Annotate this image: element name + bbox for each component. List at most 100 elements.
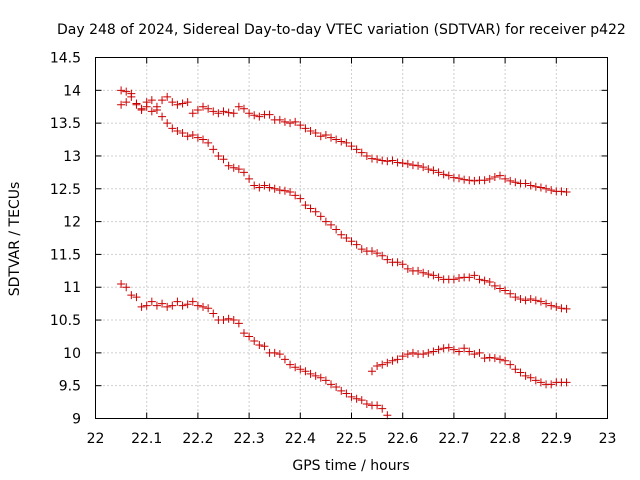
- data-point: [408, 348, 417, 357]
- data-point: [224, 108, 233, 117]
- data-point: [275, 350, 284, 359]
- data-point: [490, 172, 499, 181]
- data-point: [321, 130, 330, 139]
- data-point: [434, 345, 443, 354]
- data-point: [265, 183, 274, 192]
- x-tick-label: 22.8: [490, 431, 521, 447]
- data-point: [234, 165, 243, 174]
- data-point: [214, 109, 223, 118]
- y-tick-label: 11: [63, 280, 81, 296]
- data-point: [475, 275, 484, 284]
- data-point: [280, 355, 289, 364]
- data-point: [280, 117, 289, 126]
- data-point: [388, 156, 397, 165]
- data-point: [342, 389, 351, 398]
- data-point: [327, 133, 336, 142]
- data-point: [286, 360, 295, 369]
- data-point: [547, 301, 556, 310]
- data-point: [357, 245, 366, 254]
- data-point: [562, 188, 571, 197]
- data-point: [424, 165, 433, 174]
- data-point: [562, 304, 571, 313]
- data-point: [470, 350, 479, 359]
- y-tick-label: 12.5: [50, 182, 81, 198]
- data-point: [449, 275, 458, 284]
- data-point: [163, 119, 172, 128]
- x-tick-labels: 22 22.1 22.2 22.3 22.4 22.5 22.6 22.7 22.8 22.9 23: [87, 431, 617, 447]
- x-tick-label: 22.7: [438, 431, 469, 447]
- data-point: [332, 382, 341, 391]
- data-point: [209, 107, 218, 116]
- data-point: [408, 161, 417, 170]
- data-point: [490, 281, 499, 290]
- data-point: [337, 386, 346, 395]
- y-tick-label: 12: [63, 215, 81, 231]
- series-track-2: [117, 86, 571, 313]
- data-point: [429, 166, 438, 175]
- data-point: [419, 350, 428, 359]
- y-axis-label: SDTVAR / TECUs: [7, 182, 23, 297]
- data-point: [383, 255, 392, 264]
- data-point: [342, 138, 351, 147]
- data-point: [209, 309, 218, 318]
- data-point: [378, 360, 387, 369]
- data-point: [434, 273, 443, 282]
- data-point: [122, 283, 131, 292]
- data-point: [321, 376, 330, 385]
- data-point: [117, 86, 126, 95]
- y-tick-label: 13: [63, 149, 81, 165]
- data-point: [485, 174, 494, 183]
- x-tick-label: 22.4: [285, 431, 316, 447]
- data-point: [470, 176, 479, 185]
- data-point: [419, 163, 428, 172]
- data-point: [362, 400, 371, 409]
- data-point: [342, 234, 351, 242]
- data-point: [234, 102, 243, 111]
- data-point: [480, 354, 489, 363]
- data-point: [378, 404, 387, 413]
- data-points: [117, 86, 571, 420]
- data-point: [455, 274, 464, 283]
- data-point: [311, 128, 320, 137]
- data-point: [536, 378, 545, 387]
- y-tick-label: 11.5: [50, 247, 81, 263]
- data-point: [265, 110, 274, 119]
- data-point: [383, 157, 392, 166]
- data-point: [178, 99, 187, 108]
- data-point: [321, 217, 330, 226]
- data-point: [562, 378, 571, 387]
- data-point: [122, 87, 131, 96]
- data-point: [526, 181, 535, 190]
- data-point: [337, 230, 346, 239]
- data-point: [398, 260, 407, 269]
- data-point: [193, 133, 202, 142]
- data-point: [127, 291, 136, 300]
- data-point: [306, 369, 315, 378]
- data-point: [152, 102, 161, 111]
- data-point: [378, 251, 387, 260]
- data-point: [511, 293, 520, 302]
- data-point: [383, 358, 392, 367]
- data-point: [280, 186, 289, 195]
- data-point: [424, 270, 433, 279]
- data-point: [429, 347, 438, 356]
- data-point: [347, 142, 356, 151]
- data-point: [501, 356, 510, 365]
- data-point: [183, 300, 192, 309]
- data-point: [557, 187, 566, 196]
- data-point: [414, 161, 423, 170]
- data-point: [193, 301, 202, 310]
- data-point: [531, 376, 540, 385]
- data-point: [480, 176, 489, 185]
- grid: [95, 57, 608, 419]
- data-point: [168, 301, 177, 310]
- data-point: [132, 293, 141, 302]
- data-point: [311, 371, 320, 380]
- data-point: [147, 96, 156, 105]
- data-point: [388, 356, 397, 365]
- data-point: [224, 161, 233, 170]
- data-point: [552, 302, 561, 311]
- data-point: [547, 380, 556, 389]
- data-point: [327, 220, 336, 229]
